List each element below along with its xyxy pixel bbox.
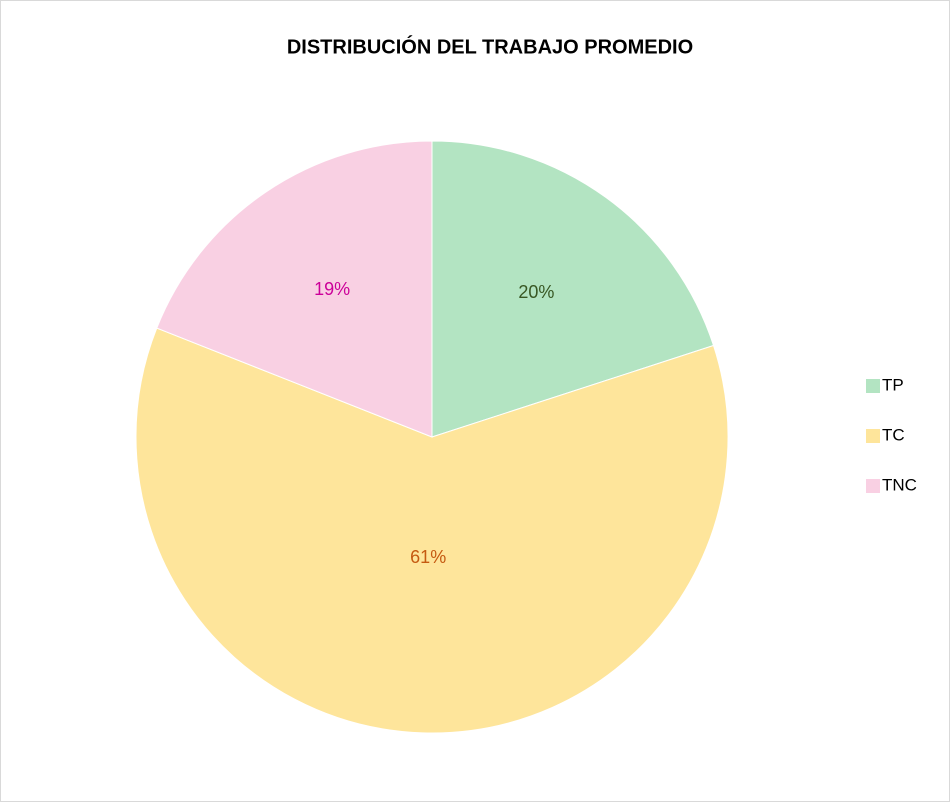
pie-slice <box>156 140 433 438</box>
legend-swatch <box>866 479 880 493</box>
legend-swatch <box>866 379 880 393</box>
pie-slice <box>135 327 729 734</box>
legend-label: TP <box>882 375 904 394</box>
chart-title: DISTRIBUCIÓN DEL TRABAJO PROMEDIO <box>287 34 693 58</box>
legend-label: TC <box>882 425 905 444</box>
data-label: 61% <box>410 547 446 567</box>
data-label: 19% <box>314 279 350 299</box>
legend-label: TNC <box>882 475 917 494</box>
pie-slice <box>431 140 715 438</box>
legend-swatch <box>866 429 880 443</box>
data-label: 20% <box>518 282 554 302</box>
